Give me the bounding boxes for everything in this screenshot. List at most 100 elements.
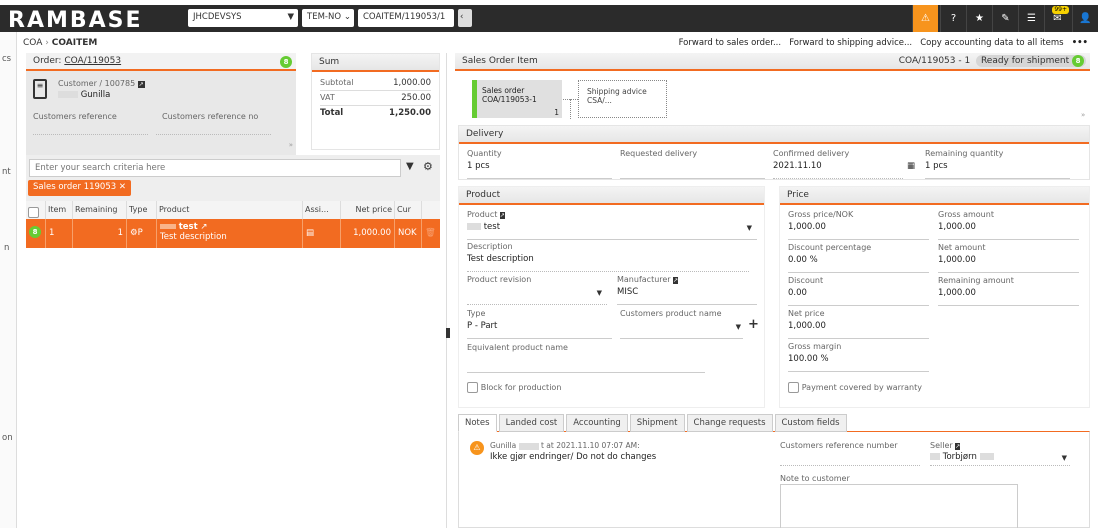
description-field[interactable]: Description Test description [467,242,749,272]
open-link-icon[interactable]: ↗ [137,81,145,88]
filter-icon[interactable]: ▼ [406,161,414,172]
sum-row: Total 1,250.00 [320,108,431,118]
item-title: Sales Order Item [462,56,538,66]
splitter[interactable] [446,53,450,528]
chevron-down-icon: ⌄ [343,12,351,22]
column-header-item[interactable]: Item [46,201,73,219]
forward-sales-order-button[interactable]: Forward to sales order... [678,38,782,48]
copy-accounting-button[interactable]: Copy accounting data to all items [920,38,1064,48]
seller-field[interactable]: Torbjørn ▼ [930,452,1070,466]
discount-field[interactable]: Discount 0.00 [788,276,929,306]
list-icon[interactable]: ☰ [1018,5,1044,32]
open-link-icon[interactable]: ↗ [673,277,679,284]
table-row[interactable]: 8 1 1 ⚙P test ↗ Test description ▤ 1,000.… [26,219,440,248]
gear-icon: ⚙ [130,228,138,238]
product-field[interactable]: Product ↗ test ▼ [467,210,757,240]
help-icon[interactable]: ? [940,5,966,32]
system-value: JHCDEVSYS [193,12,242,22]
assignment-icon[interactable]: ▤ [303,219,341,248]
block-for-production-checkbox[interactable]: Block for production [467,382,561,393]
sales-order-item-panel: Sales Order Item COA/119053 - 1 Ready fo… [455,53,1090,71]
product-section: Product Product ↗ test ▼ Description Test … [458,186,765,408]
flow-shipping-advice[interactable]: Shipping advice CSA/... [578,80,667,118]
order-header: Order: COA/119053 8 [26,53,296,71]
sidebar: cs nt n on [0,32,17,528]
equivalent-product-name-field[interactable]: Equivalent product name [467,343,705,373]
tab-accounting[interactable]: Accounting [566,414,628,432]
tab-notes[interactable]: Notes [458,414,497,432]
breadcrumb-current: COAITEM [51,38,98,48]
customers-product-name-field[interactable]: Customers product name ▼ [620,309,743,339]
attachment-icon[interactable]: ✎ [992,5,1018,32]
tab-change-requests[interactable]: Change requests [686,414,773,432]
customer-card-icon: ≡ [33,79,47,99]
user-icon[interactable]: 👤 [1072,5,1098,32]
tab-custom-fields[interactable]: Custom fields [774,414,847,432]
sidebar-item[interactable]: nt [2,167,11,177]
system-select[interactable]: JHCDEVSYS ▼ [188,9,298,27]
status-badge: 8 [29,226,41,238]
star-icon[interactable]: ★ [966,5,992,32]
more-icon[interactable]: ••• [1071,38,1088,48]
chevron-right-icon: › [45,38,49,48]
confirmed-delivery-field[interactable]: Confirmed delivery 2021.11.10 ▦ [773,149,915,179]
add-icon[interactable]: + [748,317,759,332]
sidebar-item[interactable]: n [4,243,10,253]
open-link-icon[interactable]: ↗ [499,212,505,219]
tabs-area: Notes Landed cost Accounting Shipment Ch… [458,414,1090,528]
column-header-currency[interactable]: Cur [395,201,422,219]
quantity-field[interactable]: Quantity 1 pcs [467,149,612,179]
type-field[interactable]: Type P - Part [467,309,612,339]
customers-reference-field[interactable] [33,123,148,135]
warranty-checkbox[interactable]: Payment covered by warranty [788,382,922,393]
net-price-field[interactable]: Net price 1,000.00 [788,309,929,339]
expand-icon[interactable]: » [1081,111,1086,119]
discount-percentage-field[interactable]: Discount percentage 0.00 % [788,243,929,273]
select-all-checkbox[interactable] [26,201,46,219]
dropdown-icon[interactable]: ▼ [735,323,741,331]
company-select[interactable]: TEM-NO ⌄ [302,9,354,27]
forward-shipping-advice-button[interactable]: Forward to shipping advice... [789,38,913,48]
status-badge: 8 [280,56,292,68]
dropdown-icon[interactable]: ▼ [1061,454,1067,462]
column-header-type[interactable]: Type [127,201,157,219]
delete-icon[interactable]: 🗑 [425,228,436,238]
manufacturer-field[interactable]: Manufacturer ↗ MISC [617,275,757,305]
flow-sales-order[interactable]: Sales order COA/119053-1 1 [472,80,562,118]
tab-landed-cost[interactable]: Landed cost [498,414,565,432]
calendar-icon[interactable]: ▦ [906,161,915,171]
open-link-icon[interactable]: ↗ [200,222,208,232]
column-header-net-price[interactable]: Net price [341,201,395,219]
dropdown-icon[interactable]: ▼ [596,289,602,297]
expand-icon[interactable]: » [288,141,293,149]
filter-chip[interactable]: Sales order 119053 ✕ [28,180,131,196]
customers-reference-number-field[interactable] [780,454,920,466]
tab-bar: Notes Landed cost Accounting Shipment Ch… [458,414,849,432]
gear-icon[interactable]: ⚙ [423,160,433,173]
customers-reference-no-field[interactable] [156,123,271,135]
dropdown-icon[interactable]: ▼ [746,224,752,232]
product-revision-field[interactable]: Product revision ▼ [467,275,607,305]
item-header: Sales Order Item COA/119053 - 1 Ready fo… [455,53,1090,71]
column-header-remaining[interactable]: Remaining [73,201,127,219]
search-input[interactable] [29,159,401,177]
breadcrumb-parent[interactable]: COA [23,38,43,48]
note-to-customer-input[interactable] [780,484,1018,528]
close-icon[interactable]: ✕ [118,182,126,192]
tab-shipment[interactable]: Shipment [629,414,685,432]
gross-price-field[interactable]: Gross price/NOK 1,000.00 [788,210,929,240]
sidebar-item[interactable]: on [2,433,13,443]
warning-icon[interactable]: ⚠ [912,5,938,32]
splitter-handle[interactable] [446,328,450,338]
column-header-product[interactable]: Product [157,201,303,219]
warning-icon: ⚠ [470,441,484,455]
back-button[interactable]: ‹ [458,9,472,27]
object-input[interactable]: COAITEM/119053/1 [358,9,454,27]
sidebar-item[interactable]: cs [2,54,12,64]
requested-delivery-field[interactable]: Requested delivery [620,149,765,179]
inbox-icon[interactable]: ✉ 99+ [1044,5,1070,32]
column-header-assignment[interactable]: Assi... [303,201,341,219]
currency-cell: NOK [395,219,422,248]
open-link-icon[interactable]: ↗ [955,443,961,450]
order-link[interactable]: COA/119053 [64,56,122,66]
